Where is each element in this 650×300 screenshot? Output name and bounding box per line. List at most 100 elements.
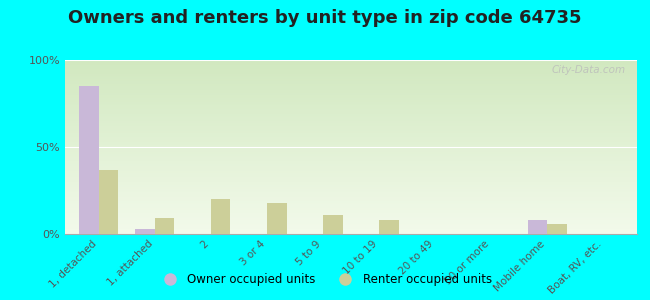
Bar xyxy=(65,147,637,149)
Bar xyxy=(65,184,637,185)
Bar xyxy=(65,154,637,156)
Bar xyxy=(65,180,637,182)
Bar xyxy=(65,185,637,187)
Bar xyxy=(65,208,637,210)
Bar xyxy=(65,76,637,77)
Bar xyxy=(65,136,637,138)
Bar xyxy=(79,86,99,234)
Bar xyxy=(323,215,343,234)
Bar xyxy=(65,210,637,212)
Bar xyxy=(528,220,547,234)
Bar xyxy=(65,117,637,119)
Bar xyxy=(65,95,637,97)
Bar xyxy=(65,159,637,161)
Bar xyxy=(65,121,637,123)
Bar xyxy=(65,178,637,180)
Bar xyxy=(379,220,398,234)
Bar xyxy=(65,79,637,81)
Bar xyxy=(65,197,637,199)
Bar xyxy=(65,138,637,140)
Bar xyxy=(65,103,637,105)
Bar xyxy=(65,105,637,107)
Bar xyxy=(65,114,637,116)
Bar xyxy=(65,102,637,103)
Bar xyxy=(65,166,637,168)
Bar xyxy=(65,84,637,86)
Bar xyxy=(65,187,637,189)
Bar xyxy=(65,100,637,102)
Bar xyxy=(135,229,155,234)
Bar xyxy=(65,70,637,72)
Bar xyxy=(65,110,637,112)
Bar xyxy=(65,143,637,145)
Bar xyxy=(65,151,637,152)
Bar xyxy=(65,109,637,110)
Bar xyxy=(65,227,637,229)
Bar xyxy=(65,190,637,192)
Bar xyxy=(65,62,637,64)
Bar xyxy=(65,124,637,126)
Bar xyxy=(65,60,637,62)
Bar xyxy=(65,126,637,128)
Bar xyxy=(99,169,118,234)
Bar xyxy=(65,116,637,117)
Bar xyxy=(65,222,637,224)
Bar xyxy=(65,64,637,65)
Bar xyxy=(65,189,637,190)
Bar xyxy=(65,128,637,130)
Bar xyxy=(65,91,637,93)
Bar xyxy=(65,131,637,133)
Bar xyxy=(65,107,637,109)
Bar xyxy=(65,163,637,164)
Bar xyxy=(65,142,637,143)
Bar xyxy=(65,74,637,76)
Bar xyxy=(65,67,637,69)
Bar xyxy=(65,232,637,234)
Bar xyxy=(65,173,637,175)
Bar xyxy=(211,199,231,234)
Bar xyxy=(65,97,637,98)
Bar xyxy=(65,88,637,90)
Bar xyxy=(65,140,637,142)
Bar xyxy=(65,229,637,230)
Bar xyxy=(65,212,637,213)
Bar xyxy=(65,72,637,74)
Legend: Owner occupied units, Renter occupied units: Owner occupied units, Renter occupied un… xyxy=(153,269,497,291)
Bar xyxy=(65,86,637,88)
Bar xyxy=(65,156,637,158)
Bar xyxy=(547,224,567,234)
Bar xyxy=(65,93,637,95)
Bar xyxy=(65,171,637,173)
Bar xyxy=(65,90,637,91)
Bar xyxy=(65,201,637,203)
Bar xyxy=(65,123,637,124)
Bar xyxy=(267,203,287,234)
Bar xyxy=(65,203,637,204)
Bar xyxy=(65,98,637,100)
Bar xyxy=(65,182,637,184)
Bar xyxy=(65,194,637,196)
Bar xyxy=(65,119,637,121)
Bar xyxy=(65,65,637,67)
Bar xyxy=(65,213,637,215)
Bar xyxy=(65,158,637,159)
Bar xyxy=(65,215,637,217)
Bar xyxy=(65,112,637,114)
Bar xyxy=(65,196,637,197)
Bar xyxy=(65,199,637,201)
Bar xyxy=(65,218,637,220)
Bar xyxy=(65,204,637,206)
Bar xyxy=(65,206,637,208)
Bar xyxy=(65,82,637,84)
Bar xyxy=(155,218,174,234)
Bar xyxy=(65,217,637,218)
Bar xyxy=(65,164,637,166)
Bar xyxy=(65,168,637,170)
Bar xyxy=(65,192,637,194)
Bar xyxy=(65,177,637,178)
Text: Owners and renters by unit type in zip code 64735: Owners and renters by unit type in zip c… xyxy=(68,9,582,27)
Bar xyxy=(65,225,637,227)
Bar xyxy=(65,133,637,135)
Bar xyxy=(65,169,637,171)
Bar xyxy=(65,81,637,82)
